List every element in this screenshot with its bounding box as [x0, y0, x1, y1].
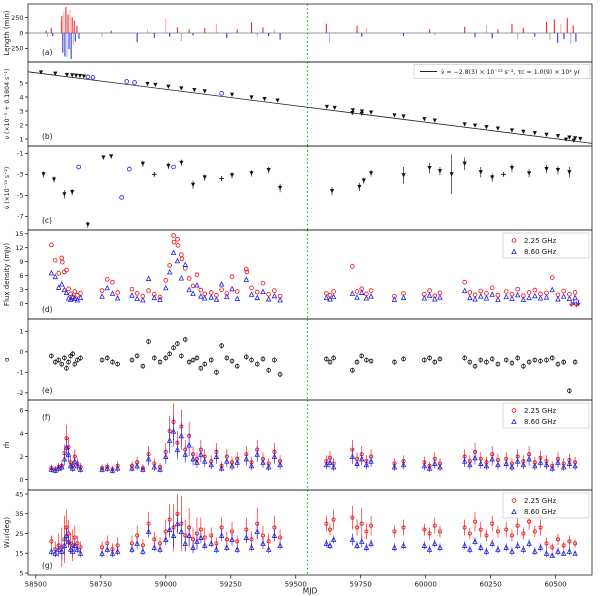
freq-legend: 2.25 GHz 8.60 GHz [502, 492, 590, 519]
x-tick-label: 59750 [350, 581, 372, 589]
panel-c: -1 -3 -5 -7 ν̇ (×10⁻¹³ s⁻²) (c) [3, 145, 593, 231]
y-tick-label: 12 [15, 244, 23, 252]
freq-legend-label: 2.25 GHz [524, 237, 556, 245]
y-tick-label: -5 [17, 192, 23, 200]
y-tick-label: -2 [17, 389, 23, 397]
y-tick-label: 25 [15, 530, 23, 538]
x-axis-label: MJD [303, 587, 318, 596]
x-tick-label: 59250 [220, 581, 242, 589]
y-tick-label: -7 [17, 213, 23, 221]
y-tick-label: 45 [15, 490, 23, 498]
y-tick-label: 2 [19, 121, 23, 129]
panel-g-data [48, 493, 578, 568]
panel-c-data [41, 154, 572, 228]
y-tick-label: 4 [19, 93, 23, 101]
panel-b-data [27, 70, 593, 144]
y-tick-label: -1 [17, 369, 23, 377]
y-tick-label: 0 [19, 29, 23, 37]
panel-b-tag: (b) [42, 132, 53, 141]
panel-g-ylabel: W₁₀(deg) [3, 517, 11, 548]
y-tick-label: 2 [19, 453, 23, 461]
y-tick-label: 35 [15, 510, 23, 518]
freq-legend-label: 2.25 GHz [524, 497, 556, 505]
y-tick-label: 9 [19, 258, 23, 266]
panel-f-ylabel: m̂ [3, 441, 11, 448]
panel-a-tag: (a) [42, 48, 53, 57]
fit-legend-label: ν̇ = −2.8(3) × 10⁻¹³ s⁻², τc = 1.0(9) × … [441, 68, 580, 76]
y-tick-label: 0 [19, 300, 23, 308]
x-tick-label: 59500 [285, 581, 307, 589]
freq-legend-label: 8.60 GHz [524, 418, 556, 426]
x-tick-label: 60250 [479, 581, 501, 589]
y-tick-label: 6 [19, 272, 23, 280]
x-axis: 58500 58750 59000 59250 59500 59750 60000 60250… [25, 575, 567, 589]
y-tick-label: 1 [19, 135, 23, 143]
freq-legend-label: 2.25 GHz [524, 407, 556, 415]
panel-e-tag: (e) [42, 386, 53, 395]
freq-legend-label: 8.60 GHz [524, 508, 556, 516]
y-tick-label: 4 [19, 430, 23, 438]
panel-a-ylabel: Length (min) [3, 10, 11, 55]
y-tick-label: -250 [9, 45, 24, 53]
y-tick-label: 5 [19, 569, 23, 577]
y-tick-label: -3 [17, 171, 23, 179]
y-tick-label: 6 [19, 407, 23, 415]
panel-g-tag: (g) [42, 561, 53, 570]
y-tick-label: 15 [15, 230, 23, 238]
y-tick-label: 3 [19, 286, 23, 294]
freq-legend: 2.25 GHz 8.60 GHz [502, 232, 590, 259]
panel-c-ylabel: ν̇ (×10⁻¹³ s⁻²) [3, 167, 11, 209]
x-tick-label: 58750 [90, 581, 112, 589]
y-tick-label: 5 [19, 79, 23, 87]
y-tick-label: 0 [19, 476, 23, 484]
x-tick-label: 59000 [155, 581, 177, 589]
freq-legend-label: 8.60 GHz [524, 248, 556, 256]
y-tick-label: 0 [19, 348, 23, 356]
fit-legend: ν̇ = −2.8(3) × 10⁻¹³ s⁻², τc = 1.0(9) × … [413, 64, 591, 79]
panel-d-data [48, 233, 581, 308]
panel-b-ylabel: ν (×10⁻⁵ + 0.1804 s⁻¹) [4, 69, 11, 140]
panel-e-ylabel: α [3, 357, 11, 362]
y-tick-label: 250 [11, 14, 23, 22]
panel-e-data [49, 336, 578, 394]
y-tick-label: 1 [19, 328, 23, 336]
panel-c-frame [27, 145, 593, 231]
panel-c-tag: (c) [42, 216, 52, 225]
y-tick-label: 3 [19, 107, 23, 115]
x-tick-label: 60500 [544, 581, 566, 589]
panel-g-frame [27, 489, 593, 576]
panel-f-tag: (f) [42, 413, 51, 422]
x-tick-label: 60000 [415, 581, 437, 589]
panel-g: 45 35 25 15 5 W₁₀(deg) (g) 2.25 GHz 8.60 GHz [3, 489, 593, 577]
panel-d-tag: (d) [42, 305, 53, 314]
panel-b: 5 4 3 2 1 ν (×10⁻⁵ + 0.1804 s⁻¹) (b) ν̇ = −2.8(… [4, 61, 593, 147]
panel-f-data [48, 403, 578, 474]
freq-legend: 2.25 GHz 8.60 GHz [502, 402, 590, 429]
panel-e: 1 0 -1 -2 α (e) [3, 318, 593, 401]
x-tick-label: 58500 [25, 581, 47, 589]
y-tick-label: -1 [17, 150, 23, 158]
panel-d-ylabel: Flux density (mJy) [3, 243, 11, 306]
panel-a-data [28, 7, 592, 59]
y-tick-label: 15 [15, 550, 23, 558]
panel-f: 0 2 4 6 m̂ (f) 2.25 GHz 8.60 GHz [3, 399, 593, 491]
panel-d: 0 3 6 9 12 15 Flux density (mJy) (d) 2.25 GHz 8.6… [3, 229, 593, 320]
